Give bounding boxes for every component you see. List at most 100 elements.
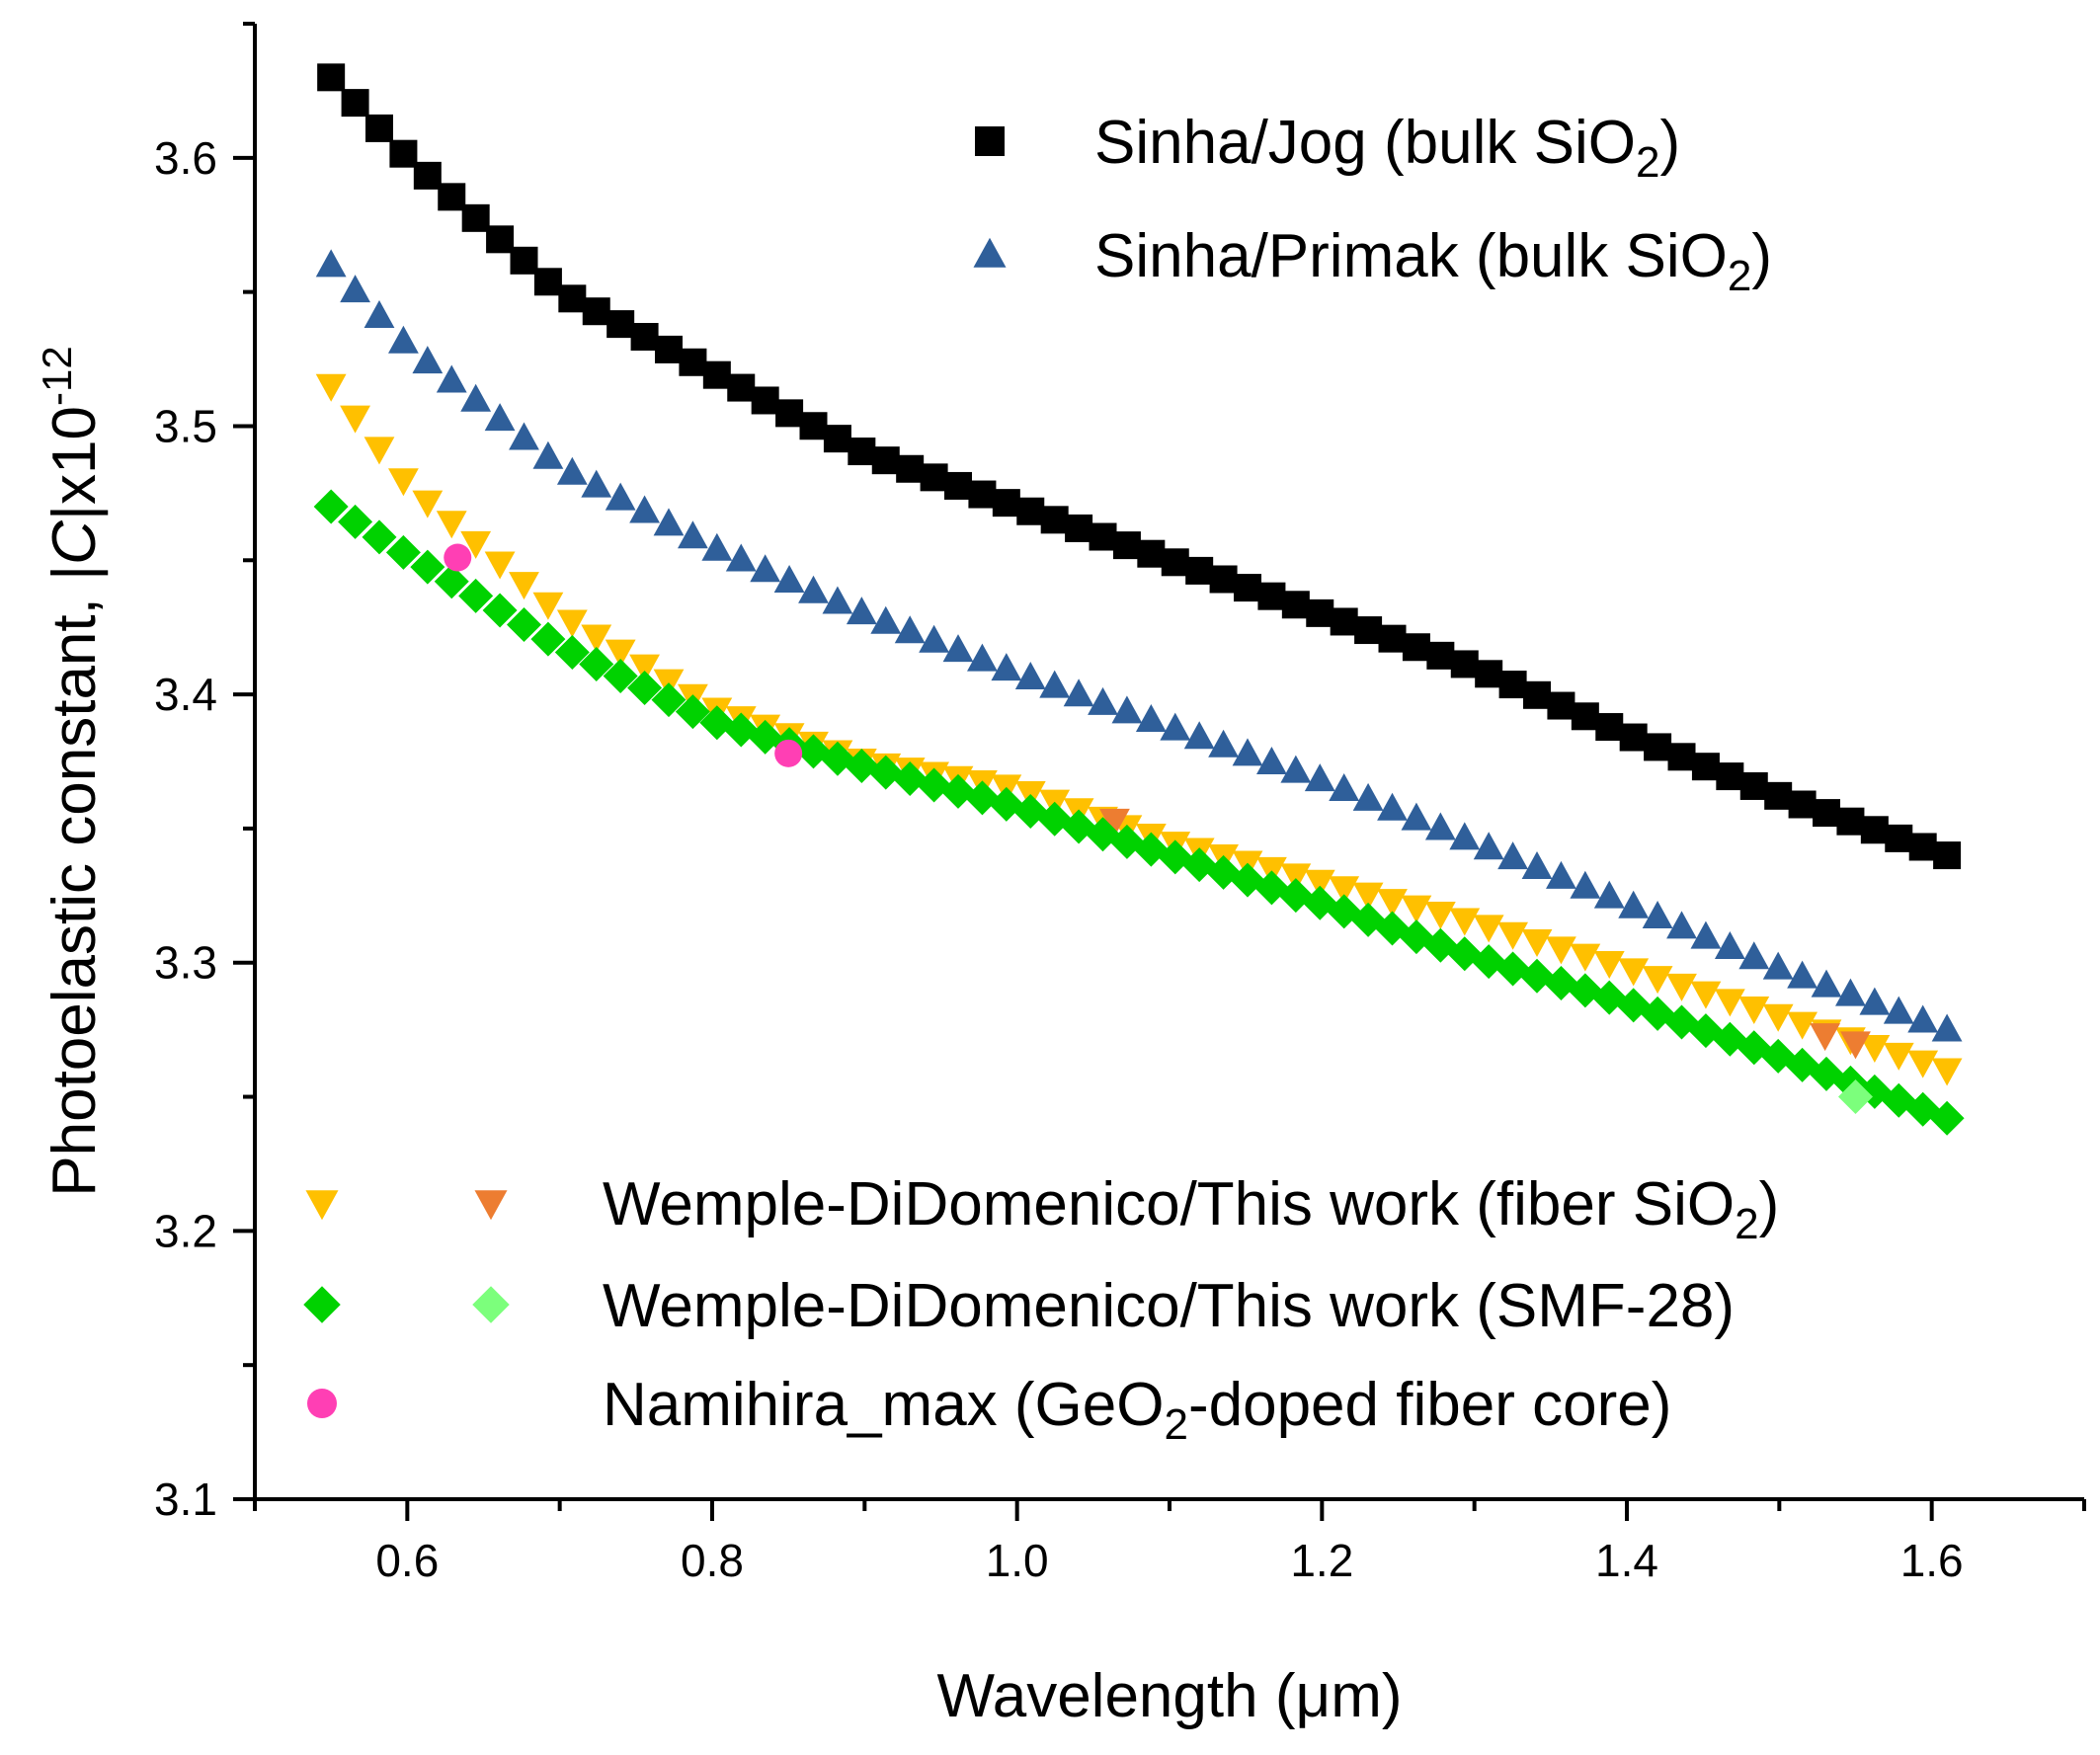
y-axis-title-italic: C: [40, 519, 109, 565]
data-point: [388, 468, 419, 497]
legend-marker: [307, 1389, 337, 1418]
data-point: [992, 489, 1020, 518]
data-point: [533, 268, 562, 296]
data-point: [1593, 880, 1625, 909]
data-point: [1738, 997, 1770, 1025]
data-point: [1810, 1023, 1841, 1052]
data-point: [1666, 973, 1697, 1001]
data-point: [509, 422, 539, 450]
data-point: [1256, 746, 1287, 774]
data-point: [1016, 497, 1045, 525]
y-tick-label: 3.1: [154, 1474, 217, 1525]
data-point: [1714, 989, 1745, 1017]
data-point: [1739, 771, 1768, 800]
data-point: [436, 364, 467, 393]
data-point: [1666, 911, 1697, 939]
data-point: [410, 549, 445, 585]
data-point: [799, 412, 828, 440]
data-point: [1929, 1100, 1965, 1136]
data-point: [870, 605, 902, 634]
data-point: [775, 399, 804, 428]
plot-area: [313, 63, 1965, 1136]
data-point: [848, 438, 876, 466]
data-point: [1691, 753, 1720, 781]
data-point: [1546, 936, 1576, 965]
data-point: [1885, 824, 1913, 852]
data-point: [1570, 943, 1601, 972]
data-point: [530, 621, 566, 657]
legend-label: Namihira_max (GeO2-doped fiber core): [603, 1371, 1671, 1449]
data-point: [460, 530, 492, 559]
data-point: [413, 161, 442, 190]
data-point: [968, 480, 997, 509]
data-point: [1907, 1050, 1939, 1078]
data-point: [1280, 755, 1312, 783]
data-point: [1644, 733, 1672, 761]
data-point: [606, 310, 635, 339]
data-point: [1306, 598, 1334, 627]
legend-label: Sinha/Primak (bulk SiO2): [1094, 222, 1772, 300]
data-point: [989, 786, 1024, 822]
data-point: [1714, 930, 1745, 959]
data-point: [1329, 876, 1360, 905]
x-tick-label: 0.8: [681, 1535, 744, 1586]
data-point: [964, 780, 1000, 816]
y-axis-title-superscript: -12: [34, 346, 80, 406]
data-point: [727, 373, 756, 402]
data-point: [1716, 762, 1744, 791]
data-point: [1111, 695, 1143, 724]
data-point: [1183, 721, 1215, 750]
data-point: [313, 489, 349, 524]
series-1: [315, 249, 1963, 1042]
data-point: [315, 373, 347, 402]
data-point: [579, 646, 614, 681]
data-point: [1933, 841, 1962, 870]
data-point: [1788, 790, 1817, 819]
series-0: [317, 63, 1962, 870]
data-point: [385, 534, 421, 570]
data-point: [1137, 539, 1166, 568]
data-point: [1593, 950, 1625, 979]
data-point: [1401, 802, 1432, 831]
data-point: [1618, 890, 1650, 918]
data-point: [1642, 966, 1673, 995]
data-point: [1787, 960, 1817, 989]
data-point: [1931, 1013, 1963, 1042]
data-point: [509, 572, 539, 600]
data-point: [1546, 860, 1576, 889]
data-point: [1859, 1035, 1891, 1064]
data-point: [1401, 895, 1432, 923]
data-point: [1280, 863, 1312, 892]
x-tick-label: 1.6: [1900, 1535, 1964, 1586]
axes: 0.6 0.8 1.0 1.2 1.4 1.6 3.1 3.2 3.3 3.4 3.5 3.6: [154, 22, 2086, 1586]
data-point: [653, 508, 685, 536]
data-point: [1330, 607, 1358, 636]
data-point: [507, 607, 542, 643]
data-point: [1354, 616, 1383, 645]
data-point: [1377, 792, 1408, 821]
data-point: [341, 89, 369, 118]
data-point: [554, 634, 590, 670]
data-point: [1281, 591, 1310, 619]
data-point: [651, 682, 687, 718]
data-point: [1449, 822, 1481, 850]
data-point: [1571, 702, 1599, 731]
data-point: [1352, 782, 1384, 811]
data-point: [655, 335, 684, 363]
data-point: [991, 653, 1022, 681]
data-point: [896, 454, 925, 483]
y-axis-title-prefix: Photoelastic constant, |: [40, 565, 109, 1197]
data-point: [486, 225, 515, 254]
data-point: [1377, 889, 1408, 917]
data-point: [1329, 772, 1360, 801]
legend-marker: [472, 1286, 510, 1323]
data-point: [725, 543, 757, 572]
data-point: [1642, 901, 1673, 929]
data-point: [1521, 851, 1553, 880]
data-point: [798, 575, 829, 603]
data-point: [940, 773, 976, 809]
data-point: [1304, 869, 1335, 898]
data-point: [1787, 1011, 1817, 1040]
data-point: [1185, 556, 1214, 585]
